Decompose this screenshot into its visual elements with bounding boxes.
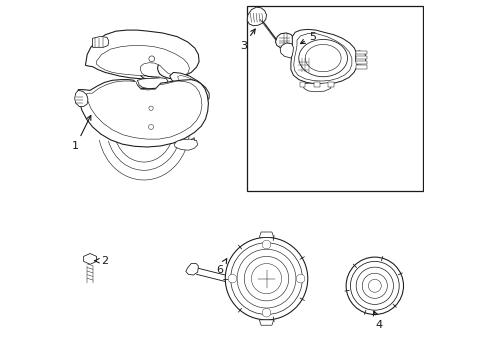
Polygon shape xyxy=(174,139,197,150)
Circle shape xyxy=(225,237,308,320)
Polygon shape xyxy=(259,232,274,237)
Polygon shape xyxy=(85,30,199,80)
Circle shape xyxy=(192,91,197,96)
Text: 4: 4 xyxy=(373,311,383,330)
Circle shape xyxy=(251,264,282,294)
Polygon shape xyxy=(275,33,294,48)
Text: 1: 1 xyxy=(72,116,91,151)
Bar xyxy=(356,55,367,59)
Bar xyxy=(247,6,422,191)
Circle shape xyxy=(245,256,289,301)
Polygon shape xyxy=(96,45,190,77)
Circle shape xyxy=(148,125,153,130)
Polygon shape xyxy=(177,75,204,103)
Polygon shape xyxy=(78,80,208,147)
Circle shape xyxy=(149,106,153,111)
Circle shape xyxy=(237,249,296,308)
Circle shape xyxy=(231,243,302,315)
Circle shape xyxy=(296,274,305,283)
Circle shape xyxy=(262,309,271,317)
Bar xyxy=(328,82,334,87)
Circle shape xyxy=(368,279,381,292)
Ellipse shape xyxy=(299,40,347,77)
Polygon shape xyxy=(259,320,274,325)
Bar xyxy=(356,51,367,54)
Text: 6: 6 xyxy=(217,259,227,275)
Polygon shape xyxy=(302,82,332,92)
Text: 3: 3 xyxy=(240,29,255,50)
Polygon shape xyxy=(291,30,358,84)
Bar xyxy=(299,82,305,87)
Bar xyxy=(356,65,367,69)
Bar xyxy=(314,82,319,87)
Polygon shape xyxy=(355,51,366,64)
Circle shape xyxy=(362,273,388,298)
Polygon shape xyxy=(74,90,88,107)
Text: 5: 5 xyxy=(300,32,317,44)
Polygon shape xyxy=(93,37,109,47)
Circle shape xyxy=(149,56,155,62)
Text: 2: 2 xyxy=(95,256,108,266)
Circle shape xyxy=(356,267,393,305)
Circle shape xyxy=(350,261,399,310)
Polygon shape xyxy=(137,78,168,89)
Polygon shape xyxy=(247,7,267,26)
Polygon shape xyxy=(87,81,202,139)
Polygon shape xyxy=(84,253,97,264)
Ellipse shape xyxy=(305,44,341,72)
Circle shape xyxy=(262,240,271,249)
Polygon shape xyxy=(294,34,352,81)
Circle shape xyxy=(346,257,403,315)
Polygon shape xyxy=(186,264,198,275)
Polygon shape xyxy=(170,72,209,106)
Circle shape xyxy=(228,274,237,283)
Polygon shape xyxy=(280,43,294,58)
Bar xyxy=(356,60,367,64)
